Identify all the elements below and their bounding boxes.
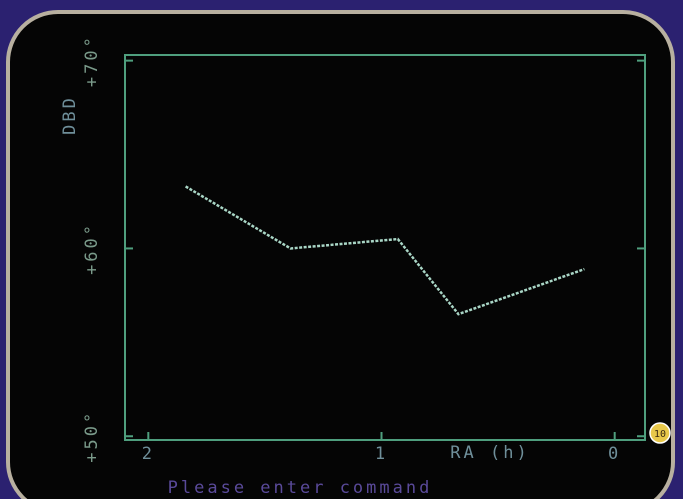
y-tick-label: +50° bbox=[82, 410, 102, 463]
badge-label: 10 bbox=[654, 429, 666, 440]
y-tick-label: +70° bbox=[82, 34, 102, 87]
data-line bbox=[184, 185, 585, 316]
y-tick-label: +60° bbox=[82, 222, 102, 275]
x-tick-label: 0 bbox=[608, 444, 621, 464]
command-prompt: Please enter command bbox=[168, 478, 433, 498]
crt-screen bbox=[6, 10, 675, 499]
x-tick-label: 2 bbox=[142, 444, 155, 464]
y-axis-label: DBD bbox=[60, 95, 80, 135]
badge bbox=[649, 422, 671, 444]
x-tick-label: 1 bbox=[375, 444, 388, 464]
x-axis-label: RA (h) bbox=[450, 443, 529, 463]
